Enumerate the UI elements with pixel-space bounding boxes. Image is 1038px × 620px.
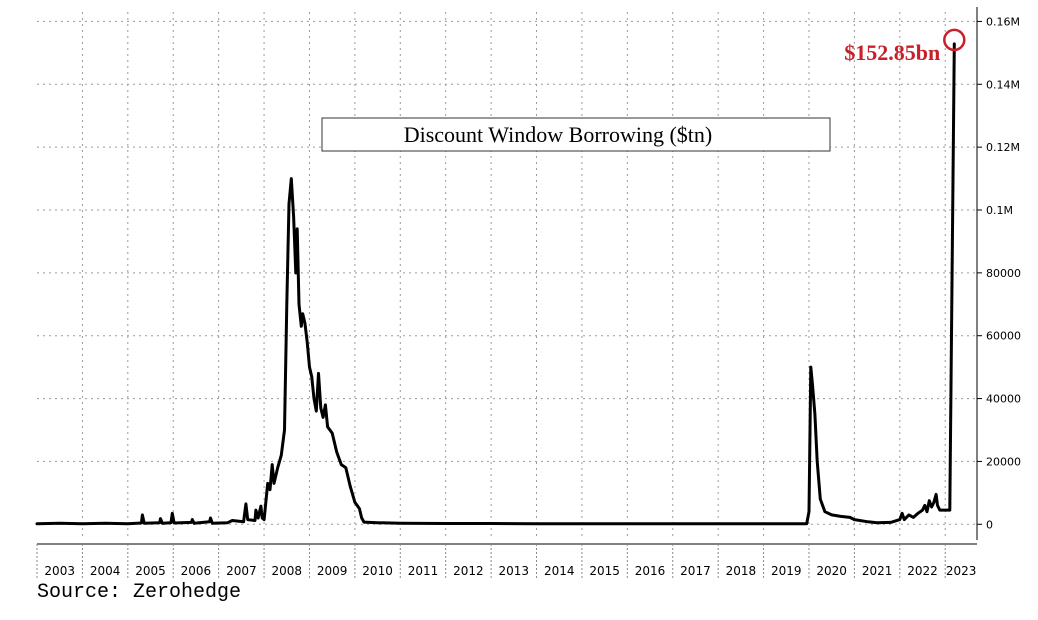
x-tick-label: 2013	[499, 564, 530, 578]
x-tick-label: 2004	[90, 564, 121, 578]
x-tick-label: 2006	[181, 564, 212, 578]
chart-title: Discount Window Borrowing ($tn)	[404, 122, 713, 147]
x-tick-label: 2011	[408, 564, 439, 578]
x-tick-label: 2007	[226, 564, 257, 578]
x-tick-label: 2017	[680, 564, 711, 578]
series-line	[35, 42, 956, 526]
peak-annotation: $152.85bn	[844, 28, 966, 65]
y-tick-label: 0	[986, 518, 993, 531]
y-tick-label: 60000	[986, 330, 1021, 343]
x-axis: 2003 2004 2005 2006 2007 2008 2009 2010 2011 2012…	[36, 543, 977, 578]
peak-annotation-label: $152.85bn	[844, 40, 940, 65]
discount-window-chart: 0 20000 40000 60000 80000 0.1M 0.12M 0.14M 0.16M…	[35, 7, 1021, 578]
x-tick-label: 2003	[44, 564, 75, 578]
y-tick-label: 0.12M	[986, 141, 1020, 154]
x-tick-label: 2016	[635, 564, 666, 578]
peak-circle-marker	[943, 28, 966, 52]
x-tick-label: 2018	[726, 564, 757, 578]
chart-title-frame	[321, 117, 831, 152]
x-tick-label: 2009	[317, 564, 348, 578]
x-tick-label: 2010	[362, 564, 393, 578]
chart-title-box: Discount Window Borrowing ($tn)	[321, 117, 831, 152]
x-tick-label: 2021	[862, 564, 893, 578]
y-axis: 0 20000 40000 60000 80000 0.1M 0.12M 0.14M 0.16M	[977, 15, 1021, 531]
y-tick-label: 0.14M	[986, 78, 1020, 91]
y-tick-label: 40000	[986, 393, 1021, 406]
x-tick-label: 2005	[135, 564, 166, 578]
x-tick-label: 2020	[816, 564, 847, 578]
x-tick-label: 2008	[271, 564, 302, 578]
y-tick-label: 0.1M	[986, 204, 1013, 217]
source-caption: Source: Zerohedge	[37, 581, 242, 604]
y-tick-label: 0.16M	[986, 15, 1020, 28]
x-tick-label: 2015	[589, 564, 620, 578]
x-tick-label: 2012	[453, 564, 484, 578]
x-tick-label: 2022	[907, 564, 938, 578]
gridlines	[37, 12, 977, 540]
x-tick-label: 2019	[771, 564, 802, 578]
y-tick-label: 80000	[986, 267, 1021, 280]
y-tick-label: 20000	[986, 455, 1021, 468]
x-tick-label: 2014	[544, 564, 575, 578]
x-tick-label: 2023	[946, 564, 977, 578]
series-layer	[35, 42, 956, 526]
